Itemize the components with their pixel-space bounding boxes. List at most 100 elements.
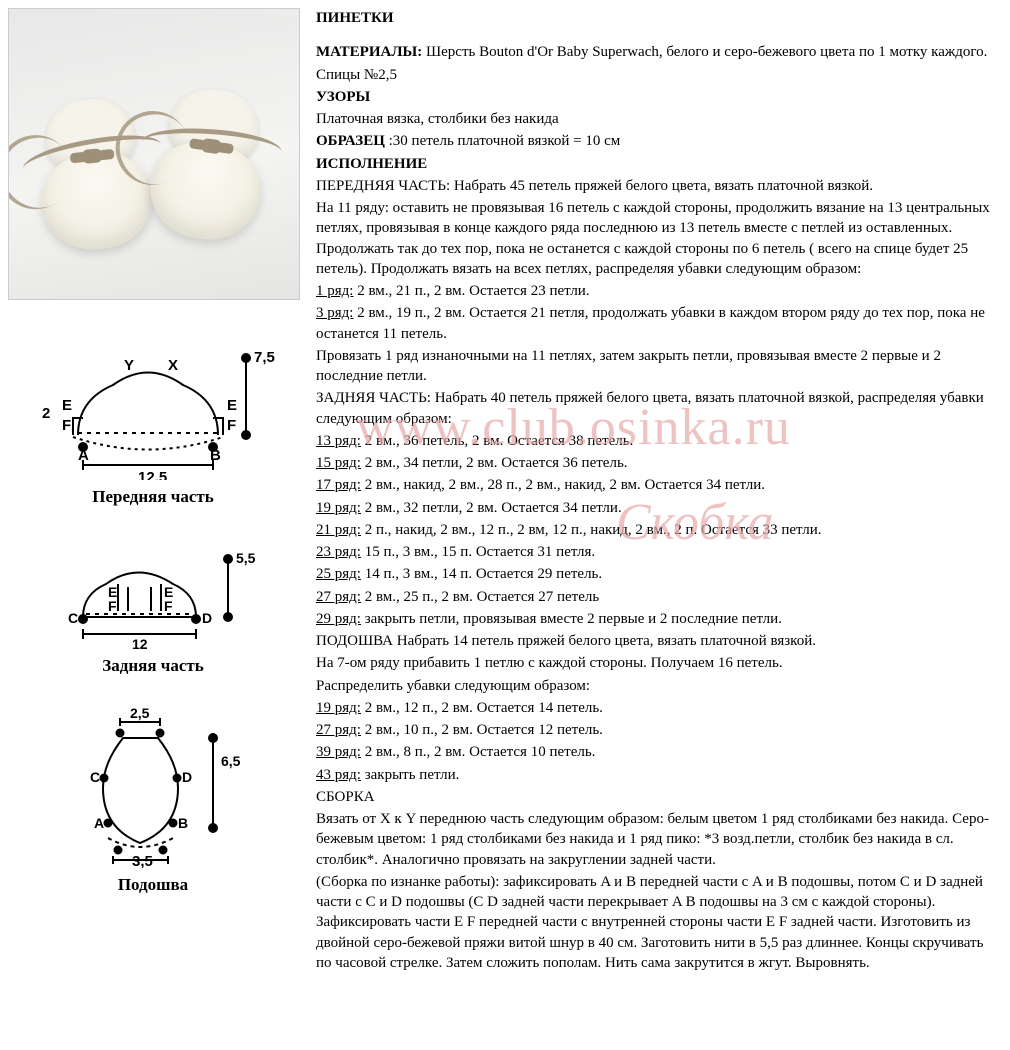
assembly-p2: (Сборка по изнанке работы): зафиксироват… xyxy=(316,872,1002,973)
row-text: 15 п., 3 вм., 15 п. Остается 31 петля. xyxy=(361,544,595,560)
diagram-sole: C D A B 2,5 3,5 6,5 Подошва xyxy=(8,708,298,897)
row-text: закрыть петли. xyxy=(361,767,459,783)
sole-rows: 19 ряд: 2 вм., 12 п., 2 вм. Остается 14 … xyxy=(316,698,1002,785)
front-heading: ПЕРЕДНЯЯ ЧАСТЬ: Набрать 45 петель пряжей… xyxy=(316,176,1002,196)
pattern-row: 25 ряд: 14 п., 3 вм., 14 п. Остается 29 … xyxy=(316,564,1002,584)
assembly-label: СБОРКА xyxy=(316,787,1002,807)
row-text: 2 вм., 34 петли, 2 вм. Остается 36 петел… xyxy=(361,455,628,471)
row-text: 2 п., накид, 2 вм., 12 п., 2 вм, 12 п., … xyxy=(361,522,822,538)
assembly-p1: Вязать от X к Y переднюю часть следующим… xyxy=(316,809,1002,870)
diagram-back-caption: Задняя часть xyxy=(8,655,298,678)
instructions-column: www.club.osinka.ru Скобка ПИНЕТКИ МАТЕРИ… xyxy=(316,8,1002,975)
pattern-row: 13 ряд: 2 вм., 36 петель, 2 вм. Остается… xyxy=(316,431,1002,451)
row-text: 2 вм., 19 п., 2 вм. Остается 21 петля, п… xyxy=(316,305,985,341)
row-number: 19 ряд: xyxy=(316,700,361,716)
page-title: ПИНЕТКИ xyxy=(316,8,1002,28)
svg-text:12,5: 12,5 xyxy=(138,469,167,480)
svg-text:F: F xyxy=(62,417,71,434)
patterns-label: УЗОРЫ xyxy=(316,87,1002,107)
diagram-front: Y X E E F F A B 2 12,5 7,5 Передняя часть xyxy=(8,340,298,509)
row-text: 2 вм., накид, 2 вм., 28 п., 2 вм., накид… xyxy=(361,477,765,493)
patterns-text: Платочная вязка, столбики без накида xyxy=(316,109,1002,129)
materials-text: Шерсть Bouton d'Or Baby Superwach, белог… xyxy=(426,44,987,60)
svg-text:X: X xyxy=(168,357,178,374)
svg-text:7,5: 7,5 xyxy=(254,349,275,366)
diagram-back: EE FF CD 12 5,5 Задняя часть xyxy=(8,539,298,678)
pattern-row: 23 ряд: 15 п., 3 вм., 15 п. Остается 31 … xyxy=(316,542,1002,562)
diagram-sole-caption: Подошва xyxy=(8,874,298,897)
row-number: 19 ряд: xyxy=(316,500,361,516)
row-text: 2 вм., 8 п., 2 вм. Остается 10 петель. xyxy=(361,744,595,760)
pattern-row: 29 ряд: закрыть петли, провязывая вместе… xyxy=(316,609,1002,629)
svg-text:Y: Y xyxy=(124,357,134,374)
row-text: 2 вм., 12 п., 2 вм. Остается 14 петель. xyxy=(361,700,603,716)
pattern-row: 21 ряд: 2 п., накид, 2 вм., 12 п., 2 вм,… xyxy=(316,520,1002,540)
row-number: 21 ряд: xyxy=(316,522,361,538)
svg-text:D: D xyxy=(182,769,192,785)
pattern-row: 1 ряд: 2 вм., 21 п., 2 вм. Остается 23 п… xyxy=(316,281,1002,301)
row-text: 2 вм., 36 петель, 2 вм. Остается 38 пете… xyxy=(361,433,633,449)
svg-text:F: F xyxy=(108,598,117,614)
row-text: 2 вм., 10 п., 2 вм. Остается 12 петель. xyxy=(361,722,603,738)
row-number: 17 ряд: xyxy=(316,477,361,493)
svg-text:B: B xyxy=(178,815,188,831)
svg-text:A: A xyxy=(94,815,104,831)
row-text: 2 вм., 25 п., 2 вм. Остается 27 петель xyxy=(361,589,599,605)
front-rows: 1 ряд: 2 вм., 21 п., 2 вм. Остается 23 п… xyxy=(316,281,1002,344)
sole-heading: ПОДОШВА Набрать 14 петель пряжей белого … xyxy=(316,631,1002,651)
row-number: 27 ряд: xyxy=(316,722,361,738)
pattern-row: 19 ряд: 2 вм., 12 п., 2 вм. Остается 14 … xyxy=(316,698,1002,718)
svg-text:F: F xyxy=(227,417,236,434)
row-number: 29 ряд: xyxy=(316,611,361,627)
pattern-row: 27 ряд: 2 вм., 25 п., 2 вм. Остается 27 … xyxy=(316,587,1002,607)
left-column: Y X E E F F A B 2 12,5 7,5 Передняя часть xyxy=(8,8,298,975)
row-number: 15 ряд: xyxy=(316,455,361,471)
pattern-row: 19 ряд: 2 вм., 32 петли, 2 вм. Остается … xyxy=(316,498,1002,518)
svg-text:2,5: 2,5 xyxy=(130,708,150,721)
materials-label: МАТЕРИАЛЫ: xyxy=(316,44,422,60)
svg-text:2: 2 xyxy=(42,405,50,422)
row-number: 25 ряд: xyxy=(316,566,361,582)
svg-text:A: A xyxy=(78,447,89,464)
back-rows: 13 ряд: 2 вм., 36 петель, 2 вм. Остается… xyxy=(316,431,1002,629)
front-p1: На 11 ряду: оставить не провязывая 16 пе… xyxy=(316,198,1002,279)
svg-text:6,5: 6,5 xyxy=(221,753,241,769)
row-number: 1 ряд: xyxy=(316,283,353,299)
pattern-row: 39 ряд: 2 вм., 8 п., 2 вм. Остается 10 п… xyxy=(316,742,1002,762)
row-number: 43 ряд: xyxy=(316,767,361,783)
pattern-row: 15 ряд: 2 вм., 34 петли, 2 вм. Остается … xyxy=(316,453,1002,473)
gauge-text: :30 петель платочной вязкой = 10 см xyxy=(389,133,621,149)
needles-text: Спицы №2,5 xyxy=(316,65,1002,85)
svg-text:12: 12 xyxy=(132,636,148,649)
svg-text:B: B xyxy=(210,447,221,464)
gauge-label: ОБРАЗЕЦ xyxy=(316,133,385,149)
svg-text:E: E xyxy=(62,397,72,414)
row-number: 23 ряд: xyxy=(316,544,361,560)
pattern-row: 43 ряд: закрыть петли. xyxy=(316,765,1002,785)
svg-text:5,5: 5,5 xyxy=(236,550,256,566)
svg-text:D: D xyxy=(202,610,212,626)
execution-label: ИСПОЛНЕНИЕ xyxy=(316,154,1002,174)
svg-text:F: F xyxy=(164,598,173,614)
row-number: 27 ряд: xyxy=(316,589,361,605)
svg-text:E: E xyxy=(227,397,237,414)
back-heading: ЗАДНЯЯ ЧАСТЬ: Набрать 40 петель пряжей б… xyxy=(316,388,1002,429)
front-after: Провязать 1 ряд изнаночными на 11 петлях… xyxy=(316,346,1002,387)
product-photo xyxy=(8,8,300,300)
row-number: 13 ряд: xyxy=(316,433,361,449)
pattern-row: 3 ряд: 2 вм., 19 п., 2 вм. Остается 21 п… xyxy=(316,303,1002,344)
svg-text:C: C xyxy=(68,610,78,626)
row-text: 14 п., 3 вм., 14 п. Остается 29 петель. xyxy=(361,566,602,582)
row-number: 3 ряд: xyxy=(316,305,353,321)
row-text: закрыть петли, провязывая вместе 2 первы… xyxy=(361,611,782,627)
svg-text:C: C xyxy=(90,769,100,785)
row-text: 2 вм., 32 петли, 2 вм. Остается 34 петли… xyxy=(361,500,622,516)
svg-text:3,5: 3,5 xyxy=(132,853,153,868)
row-number: 39 ряд: xyxy=(316,744,361,760)
pattern-row: 17 ряд: 2 вм., накид, 2 вм., 28 п., 2 вм… xyxy=(316,475,1002,495)
row-text: 2 вм., 21 п., 2 вм. Остается 23 петли. xyxy=(353,283,589,299)
diagram-front-caption: Передняя часть xyxy=(8,486,298,509)
pattern-row: 27 ряд: 2 вм., 10 п., 2 вм. Остается 12 … xyxy=(316,720,1002,740)
sole-p2: Распределить убавки следующим образом: xyxy=(316,676,1002,696)
sole-p1: На 7-ом ряду прибавить 1 петлю с каждой … xyxy=(316,653,1002,673)
